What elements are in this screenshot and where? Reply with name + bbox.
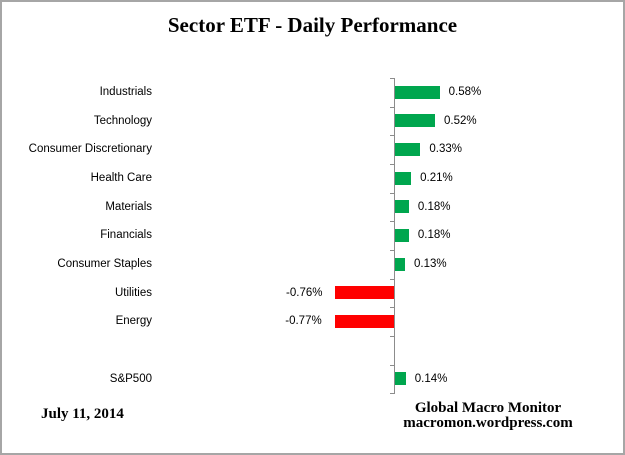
category-label: Technology [93,114,152,127]
bar [395,114,436,128]
category-label: Industrials [99,86,152,98]
axis-tick [390,163,395,165]
chart-title: Sector ETF - Daily Performance [167,13,458,37]
axis-tick [390,221,395,223]
category-label: Materials [105,200,152,213]
value-label: -0.76% [286,286,323,299]
bar [395,229,409,243]
category-label: Financials [100,229,152,242]
axis-tick [390,192,395,194]
axis-tick [390,393,395,395]
value-label: 0.33% [429,143,463,156]
category-label: Consumer Discretionary [28,143,152,156]
bar [395,257,405,271]
axis-tick [390,135,395,137]
bar [395,372,406,386]
value-label: 0.18% [417,229,451,242]
value-label: 0.14% [414,372,448,385]
axis-tick [390,364,395,366]
axis-tick [390,106,395,108]
axis-tick [390,249,395,251]
value-label: -0.77% [285,315,322,328]
category-label: Energy [115,315,152,328]
axis-tick [390,78,395,79]
bar [395,143,421,157]
bar [334,315,394,329]
value-label: 0.13% [414,257,447,270]
value-label: 0.52% [444,114,477,127]
axis-tick [390,307,395,309]
category-label: Health Care [90,171,152,184]
value-label: 0.21% [420,171,453,184]
bar [395,171,412,185]
footer-source-name: Global Macro Monitor [414,400,562,416]
footer-date: July 11, 2014 [41,406,124,422]
axis-tick [390,335,395,337]
bar [395,85,440,99]
category-label: Consumer Staples [57,257,152,270]
value-axis [394,78,395,394]
bar [395,200,409,214]
footer-source: Global Macro Monitor macromon.wordpress.… [392,401,584,430]
value-label: 0.58% [448,86,482,98]
bar [335,286,394,300]
axis-tick [390,278,395,280]
footer-source-url: macromon.wordpress.com [403,414,573,431]
category-label: S&P500 [109,372,152,385]
category-label: Utilities [114,286,152,299]
value-label: 0.18% [417,200,451,213]
